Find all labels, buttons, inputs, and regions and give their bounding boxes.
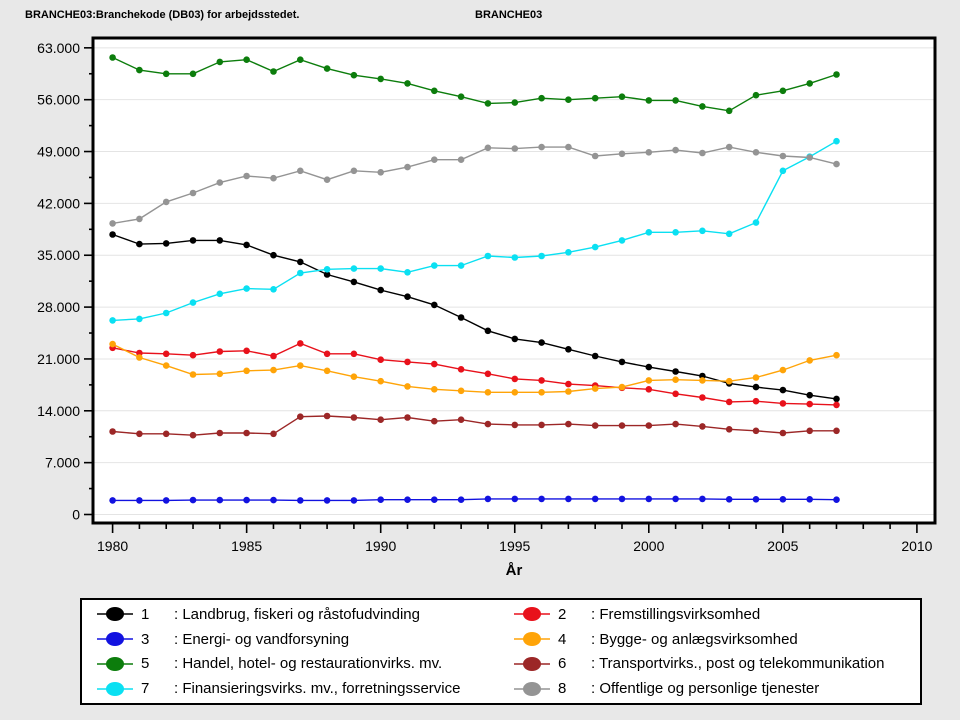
svg-text:14.000: 14.000 xyxy=(37,403,80,419)
legend-item-1: 1 : Landbrug, fiskeri og råstofudvinding xyxy=(82,606,499,623)
series-line-4 xyxy=(109,340,840,396)
series-5-marker-icon xyxy=(97,656,133,671)
svg-text:28.000: 28.000 xyxy=(37,299,80,315)
svg-text:1990: 1990 xyxy=(365,538,396,554)
svg-text:1980: 1980 xyxy=(97,538,128,554)
series-line-6 xyxy=(109,412,840,439)
title-bar: BRANCHE03:Branchekode (DB03) for arbejds… xyxy=(0,0,960,30)
svg-text:0: 0 xyxy=(72,507,80,523)
series-8-marker-icon xyxy=(514,681,550,696)
legend-series-number: 6 xyxy=(558,655,567,673)
legend-series-label: : Offentlige og personlige tjenester xyxy=(591,680,820,698)
legend-series-number: 5 xyxy=(141,655,150,673)
legend: 1 : Landbrug, fiskeri og råstofudvinding… xyxy=(80,598,922,705)
legend-item-3: 3 : Energi- og vandforsyning xyxy=(82,631,499,648)
series-2-marker-icon xyxy=(514,607,550,622)
x-axis-label: År xyxy=(505,562,523,579)
svg-text:21.000: 21.000 xyxy=(37,351,80,367)
legend-series-label: : Transportvirks., post og telekommunika… xyxy=(591,655,885,673)
series-line-8 xyxy=(109,143,840,227)
plot-frame xyxy=(91,36,937,525)
legend-item-8: 8 : Offentlige og personlige tjenester xyxy=(499,680,920,697)
legend-series-number: 1 xyxy=(141,605,150,623)
svg-text:2005: 2005 xyxy=(767,538,798,554)
legend-series-number: 3 xyxy=(141,630,150,648)
x-axis: 1980 1985 1990 1995 2000 2005 2010 xyxy=(97,524,933,554)
legend-series-number: 7 xyxy=(141,680,150,698)
svg-text:2000: 2000 xyxy=(633,538,664,554)
svg-text:42.000: 42.000 xyxy=(37,195,80,211)
svg-text:2010: 2010 xyxy=(901,538,932,554)
chart-title: BRANCHE03:Branchekode (DB03) for arbejds… xyxy=(25,9,300,21)
svg-text:35.000: 35.000 xyxy=(37,247,80,263)
svg-text:7.000: 7.000 xyxy=(45,455,80,471)
series-3-marker-icon xyxy=(97,632,133,647)
legend-series-label: : Energi- og vandforsyning xyxy=(174,630,350,648)
legend-series-label: : Bygge- og anlægsvirksomhed xyxy=(591,630,798,648)
y-axis: 0 7.000 14.000 21.000 28.000 35.000 42.000 49.0… xyxy=(37,40,93,523)
legend-item-5: 5 : Handel, hotel- og restaurationvirks.… xyxy=(82,655,499,672)
legend-series-number: 8 xyxy=(558,680,567,698)
legend-series-label: : Landbrug, fiskeri og råstofudvinding xyxy=(174,605,420,623)
series-line-5 xyxy=(109,54,840,115)
series-7-marker-icon xyxy=(97,681,133,696)
series-6-marker-icon xyxy=(514,656,550,671)
legend-item-2: 2 : Fremstillingsvirksomhed xyxy=(499,606,920,623)
series-1-marker-icon xyxy=(97,607,133,622)
legend-series-label: : Handel, hotel- og restaurationvirks. m… xyxy=(174,655,443,673)
svg-text:1985: 1985 xyxy=(231,538,262,554)
employment-by-industry-line-chart: 0 7.000 14.000 21.000 28.000 35.000 42.000 49.0… xyxy=(37,36,937,579)
plot-canvas: 0 7.000 14.000 21.000 28.000 35.000 42.000 49.0… xyxy=(37,36,937,554)
svg-text:1995: 1995 xyxy=(499,538,530,554)
gridlines xyxy=(93,47,935,515)
legend-item-7: 7 : Finansieringsvirks. mv., forretnings… xyxy=(82,680,499,697)
series-line-3 xyxy=(109,495,840,504)
legend-series-label: : Fremstillingsvirksomhed xyxy=(591,605,761,623)
svg-text:56.000: 56.000 xyxy=(37,92,80,108)
legend-item-4: 4 : Bygge- og anlægsvirksomhed xyxy=(499,631,920,648)
legend-series-number: 2 xyxy=(558,605,567,623)
series-4-marker-icon xyxy=(514,632,550,647)
legend-item-6: 6 : Transportvirks., post og telekommuni… xyxy=(499,655,920,672)
svg-text:63.000: 63.000 xyxy=(37,40,80,56)
legend-series-number: 4 xyxy=(558,630,567,648)
chart-subtitle: BRANCHE03 xyxy=(475,9,543,21)
plot-area xyxy=(93,38,935,523)
legend-series-label: : Finansieringsvirks. mv., forretningsse… xyxy=(174,680,461,698)
svg-text:49.000: 49.000 xyxy=(37,144,80,160)
